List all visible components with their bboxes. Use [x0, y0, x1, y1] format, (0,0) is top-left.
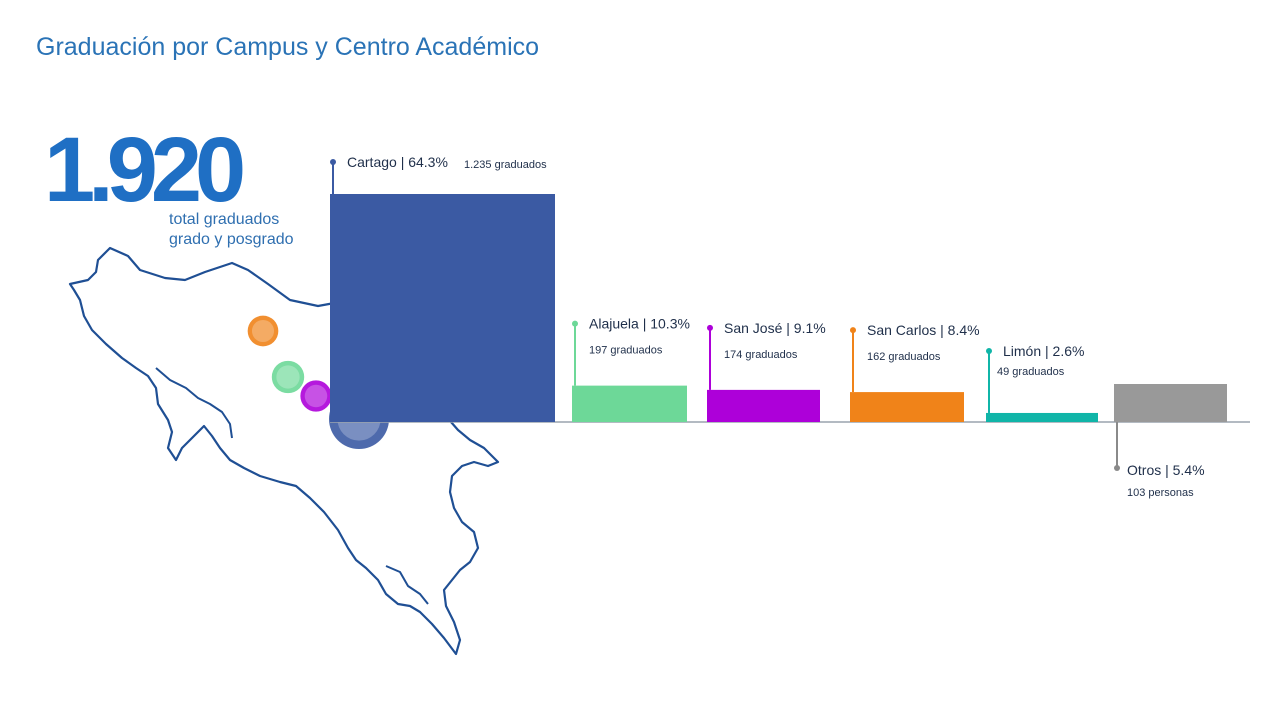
map-bubble-inner-san-jose: [304, 384, 328, 408]
label-otros: Otros | 5.4%: [1127, 462, 1205, 478]
stem-dot-otros: [1114, 465, 1120, 471]
page-title: Graduación por Campus y Centro Académico: [36, 33, 540, 61]
sublabel-limon: 49 graduados: [997, 366, 1065, 378]
sublabel-cartago: 1.235 graduados: [464, 159, 547, 171]
stem-dot-san-jose: [707, 324, 713, 331]
map-bubble-alajuela: [271, 360, 305, 394]
total-caption: total graduados grado y posgrado: [169, 210, 294, 250]
label-cartago: Cartago | 64.3%: [347, 154, 448, 170]
osa-peninsula-outline: [385, 565, 429, 605]
bar-san-jose: [707, 389, 820, 422]
bar-otros: [1114, 384, 1227, 422]
stem-dot-limon: [986, 347, 992, 354]
label-alajuela: Alajuela | 10.3%: [589, 316, 690, 332]
bar-labels: Cartago | 64.3% 1.235 graduados Alajuela |…: [330, 154, 1205, 499]
sublabel-otros: 103 personas: [1127, 487, 1194, 499]
map-bubble-inner-alajuela: [276, 365, 300, 389]
bar-san-carlos: [850, 392, 964, 422]
map-bubble-san-carlos: [247, 315, 279, 347]
map-bubble-inner-san-carlos: [251, 319, 275, 343]
total-graduates-value: 1.920: [44, 119, 246, 221]
label-san-jose: San José | 9.1%: [724, 320, 826, 336]
stem-dot-san-carlos: [850, 327, 856, 334]
bars: [330, 194, 1250, 423]
label-limon: Limón | 2.6%: [1003, 343, 1084, 359]
map-bubble-san-jose: [300, 380, 332, 412]
total-caption-line-1: total graduados: [169, 211, 280, 228]
sublabel-san-jose: 174 graduados: [724, 349, 798, 361]
bar-limon: [986, 412, 1098, 422]
bar-alajuela: [572, 385, 687, 422]
stem-dot-cartago: [330, 159, 336, 165]
sublabel-alajuela: 197 graduados: [589, 345, 663, 357]
label-san-carlos: San Carlos | 8.4%: [867, 322, 980, 338]
sublabel-san-carlos: 162 graduados: [867, 351, 941, 363]
nicoya-peninsula-outline: [155, 367, 233, 439]
bar-cartago: [330, 194, 555, 422]
stem-dot-alajuela: [572, 320, 578, 327]
total-caption-line-2: grado y posgrado: [169, 231, 294, 248]
